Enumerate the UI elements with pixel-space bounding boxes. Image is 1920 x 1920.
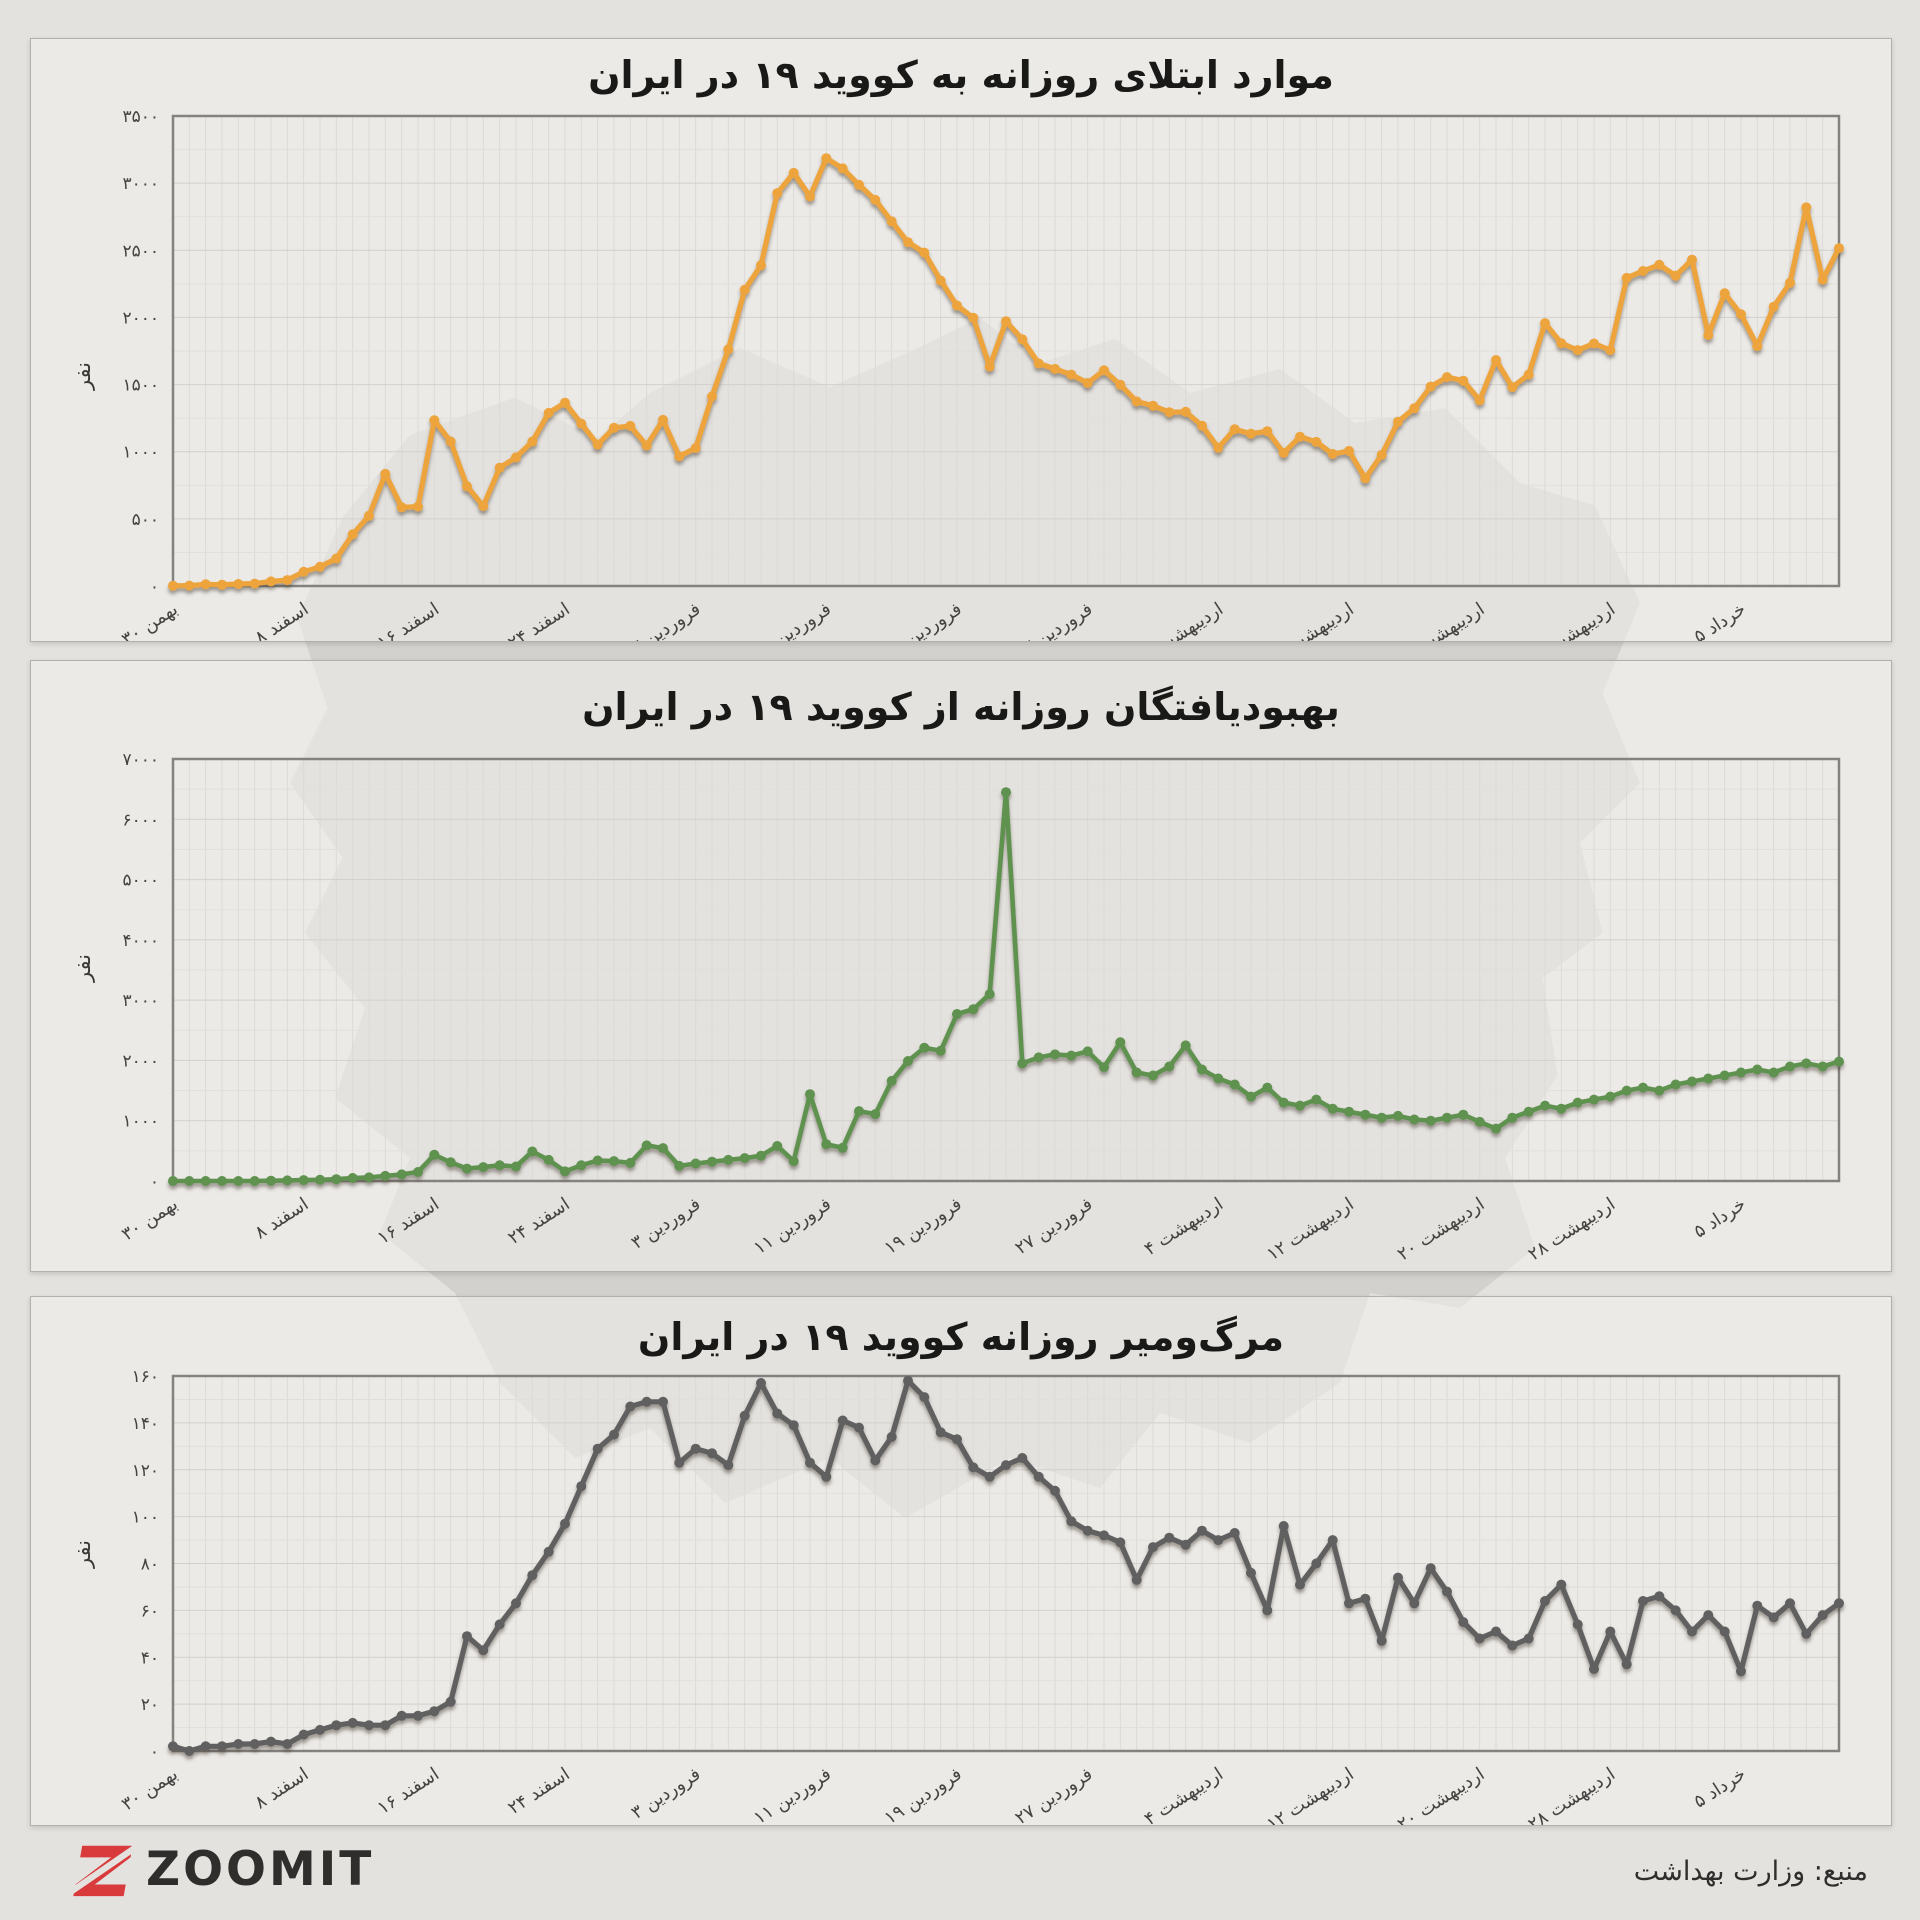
daily-cases-line-chart: ۰ ۵۰۰ ۱۰۰۰ ۱۵۰۰ ۲۰۰۰ ۲۵۰۰ ۳۰۰۰ ۳۵۰۰ ۳۰ بهمن ۸ اسف… — [118, 107, 1844, 641]
svg-text:۳۵۰۰: ۳۵۰۰ — [122, 107, 159, 127]
svg-text:۲۰۰۰: ۲۰۰۰ — [122, 1051, 159, 1071]
svg-text:۵۰۰: ۵۰۰ — [132, 510, 159, 530]
svg-text:۱۰۰۰: ۱۰۰۰ — [122, 1112, 159, 1132]
svg-text:۲۷ فروردین: ۲۷ فروردین — [1011, 1194, 1096, 1259]
svg-text:۱۹ فروردین: ۱۹ فروردین — [881, 599, 966, 641]
svg-text:۳۰ بهمن: ۳۰ بهمن — [118, 1764, 182, 1816]
svg-text:۵۰۰۰: ۵۰۰۰ — [122, 871, 159, 891]
svg-text:۲۰ اردیبهشت: ۲۰ اردیبهشت — [1394, 1764, 1489, 1825]
daily-deaths-line-chart: ۰ ۲۰ ۴۰ ۶۰ ۸۰ ۱۰۰ ۱۲۰ ۱۴۰ ۱۶۰ ۳۰ بهمن ۸ اسفند ۱۶ اس… — [118, 1367, 1844, 1825]
chart-title-daily-cases: موارد ابتلای روزانه به کووید ۱۹ در ایران — [588, 53, 1334, 97]
svg-text:۵ خرداد: ۵ خرداد — [1690, 1764, 1750, 1813]
svg-text:۴۰۰۰: ۴۰۰۰ — [122, 931, 159, 951]
svg-text:۲۴ اسفند: ۲۴ اسفند — [504, 599, 573, 641]
svg-text:۱۵۰۰: ۱۵۰۰ — [122, 376, 159, 396]
svg-text:۲۴ اسفند: ۲۴ اسفند — [504, 1194, 573, 1249]
svg-text:۱۹ فروردین: ۱۹ فروردین — [881, 1194, 966, 1259]
svg-text:۵ خرداد: ۵ خرداد — [1690, 599, 1750, 641]
svg-text:۲۵۰۰: ۲۵۰۰ — [122, 241, 159, 261]
svg-text:۳۰۰۰: ۳۰۰۰ — [122, 174, 159, 194]
svg-text:۱۱ فروردین: ۱۱ فروردین — [750, 599, 835, 641]
svg-text:۳ فروردین: ۳ فروردین — [627, 599, 704, 641]
svg-text:۲۸ اردیبهشت: ۲۸ اردیبهشت — [1524, 1764, 1619, 1825]
svg-text:۸ اسفند: ۸ اسفند — [251, 1764, 312, 1814]
zoomit-wordmark: ZOOMIT — [146, 1841, 375, 1897]
zoomit-logo: ZOOMIT — [70, 1838, 374, 1900]
svg-text:۳ فروردین: ۳ فروردین — [627, 1764, 704, 1824]
svg-text:۰: ۰ — [150, 577, 159, 597]
zoomit-z-icon — [70, 1842, 132, 1897]
svg-text:۰: ۰ — [150, 1172, 159, 1192]
svg-text:۱۴۰: ۱۴۰ — [132, 1414, 159, 1434]
svg-text:۲۴ اسفند: ۲۴ اسفند — [504, 1764, 573, 1819]
svg-text:۲۰ اردیبهشت: ۲۰ اردیبهشت — [1394, 1194, 1489, 1266]
svg-text:۳۰ بهمن: ۳۰ بهمن — [118, 599, 182, 641]
svg-text:۲۸ اردیبهشت: ۲۸ اردیبهشت — [1524, 1194, 1619, 1266]
svg-text:۵ خرداد: ۵ خرداد — [1690, 1194, 1750, 1243]
svg-text:۱۶۰: ۱۶۰ — [132, 1367, 159, 1387]
svg-text:۰: ۰ — [150, 1742, 159, 1762]
svg-text:۱۱ فروردین: ۱۱ فروردین — [750, 1764, 835, 1825]
chart-title-daily-recoveries: بهبودیافتگان روزانه از کووید ۱۹ در ایران — [582, 685, 1340, 729]
chart-title-daily-deaths: مرگ‌ومیر روزانه کووید ۱۹ در ایران — [637, 1315, 1285, 1359]
svg-text:۱۲ اردیبهشت: ۱۲ اردیبهشت — [1263, 599, 1358, 641]
daily-recoveries-line-chart: ۰ ۱۰۰۰ ۲۰۰۰ ۳۰۰۰ ۴۰۰۰ ۵۰۰۰ ۶۰۰۰ ۷۰۰۰ ۳۰ بهمن ۸ اس… — [118, 750, 1844, 1266]
svg-text:۱۹ فروردین: ۱۹ فروردین — [881, 1764, 966, 1825]
svg-text:۴ اردیبهشت: ۴ اردیبهشت — [1140, 599, 1227, 641]
svg-text:۲۰: ۲۰ — [141, 1695, 159, 1715]
svg-text:۲۷ فروردین: ۲۷ فروردین — [1011, 1764, 1096, 1825]
svg-text:۴ اردیبهشت: ۴ اردیبهشت — [1140, 1194, 1227, 1260]
svg-text:۴ اردیبهشت: ۴ اردیبهشت — [1140, 1764, 1227, 1825]
svg-text:۳ فروردین: ۳ فروردین — [627, 1194, 704, 1254]
svg-text:۸۰: ۸۰ — [141, 1555, 159, 1575]
svg-text:۱۰۰۰: ۱۰۰۰ — [122, 443, 159, 463]
svg-text:۱۲۰: ۱۲۰ — [132, 1461, 159, 1481]
svg-text:۳۰۰۰: ۳۰۰۰ — [122, 991, 159, 1011]
svg-text:۸ اسفند: ۸ اسفند — [251, 1194, 312, 1244]
svg-text:۱۶ اسفند: ۱۶ اسفند — [374, 599, 443, 641]
svg-text:۲۸ اردیبهشت: ۲۸ اردیبهشت — [1524, 599, 1619, 641]
svg-text:۲۰۰۰: ۲۰۰۰ — [122, 308, 159, 328]
svg-text:۱۱ فروردین: ۱۱ فروردین — [750, 1194, 835, 1259]
svg-text:۲۰ اردیبهشت: ۲۰ اردیبهشت — [1394, 599, 1489, 641]
svg-text:۱۲ اردیبهشت: ۱۲ اردیبهشت — [1263, 1194, 1358, 1266]
svg-text:۴۰: ۴۰ — [141, 1648, 159, 1668]
chart-panel-daily-cases: موارد ابتلای روزانه به کووید ۱۹ در ایران… — [30, 38, 1892, 642]
svg-text:۱۶ اسفند: ۱۶ اسفند — [374, 1194, 443, 1249]
svg-text:۷۰۰۰: ۷۰۰۰ — [122, 750, 159, 770]
svg-text:۸ اسفند: ۸ اسفند — [251, 599, 312, 641]
svg-text:۱۲ اردیبهشت: ۱۲ اردیبهشت — [1263, 1764, 1358, 1825]
svg-text:۳۰ بهمن: ۳۰ بهمن — [118, 1194, 182, 1246]
chart-panel-daily-recoveries: بهبودیافتگان روزانه از کووید ۱۹ در ایران… — [30, 660, 1892, 1272]
svg-text:۶۰۰۰: ۶۰۰۰ — [122, 810, 159, 830]
svg-text:۱۰۰: ۱۰۰ — [132, 1508, 159, 1528]
svg-text:۶۰: ۶۰ — [141, 1601, 159, 1621]
svg-text:۱۶ اسفند: ۱۶ اسفند — [374, 1764, 443, 1819]
svg-text:۲۷ فروردین: ۲۷ فروردین — [1011, 599, 1096, 641]
source-note: منبع: وزارت بهداشت — [1633, 1856, 1868, 1887]
